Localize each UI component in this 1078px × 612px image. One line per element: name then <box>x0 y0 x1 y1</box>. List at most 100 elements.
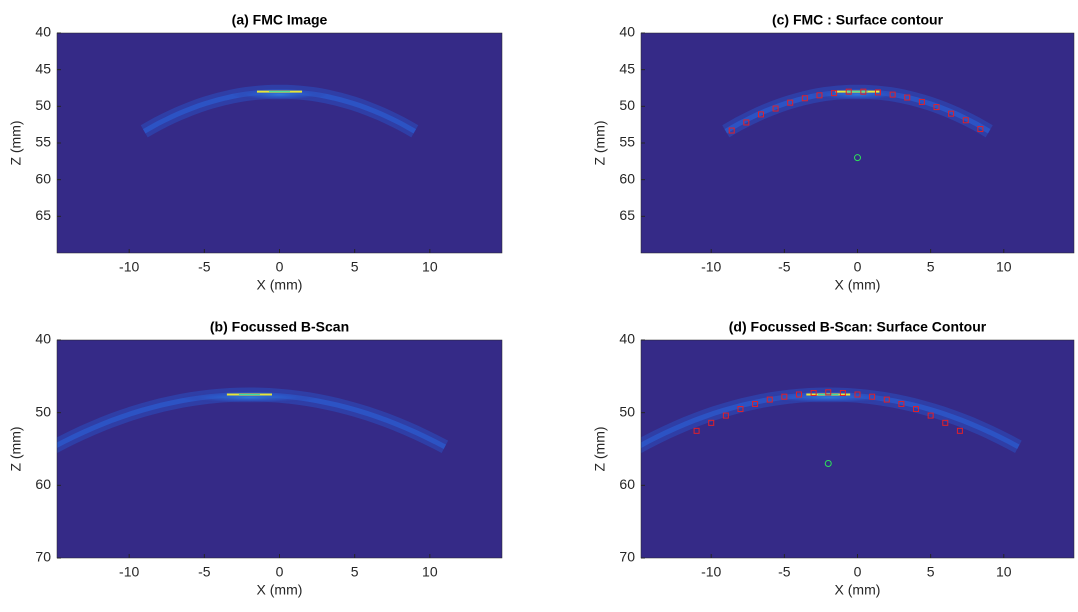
contour-point <box>942 419 949 426</box>
contour-point <box>883 396 890 403</box>
x-tick-label: 10 <box>422 564 438 580</box>
y-tick-label: 70 <box>35 549 51 565</box>
contour-point <box>854 391 861 398</box>
image <box>140 84 419 138</box>
y-tick-label: 60 <box>619 170 635 186</box>
contour-point <box>918 98 925 105</box>
contour-point <box>831 90 838 97</box>
image-background <box>641 33 1074 253</box>
contour-point <box>787 99 794 106</box>
contour-point <box>708 419 715 426</box>
echo-glow <box>181 391 318 404</box>
contour-point <box>810 390 817 397</box>
contour-point <box>766 396 773 403</box>
chart-title: (c) FMC : Surface contour <box>772 12 944 28</box>
x-tick-label: 5 <box>351 259 359 275</box>
y-tick-label: 70 <box>619 549 635 565</box>
x-tick-label: 5 <box>927 564 935 580</box>
contour-point <box>869 393 876 400</box>
contour-point <box>752 400 759 407</box>
contour-point <box>693 427 700 434</box>
contour-point <box>956 427 963 434</box>
contour-point <box>933 104 940 111</box>
image-background <box>57 340 502 558</box>
image-background <box>57 33 502 253</box>
contour-point <box>839 390 846 397</box>
x-tick-label: 5 <box>927 259 935 275</box>
y-axis-label: Z (mm) <box>592 426 608 471</box>
y-tick-label: 65 <box>35 207 51 223</box>
contour-point <box>801 95 808 102</box>
contour-point <box>874 89 881 96</box>
contour-point <box>795 391 802 398</box>
panel: -10 -5 0 5 10 40 45 50 55 60 65 (c) FMC : Surface c… <box>592 12 1075 293</box>
y-tick-label: 40 <box>619 24 635 40</box>
contour-point <box>913 406 920 413</box>
contour-point <box>781 393 788 400</box>
contour-point <box>743 119 750 126</box>
contour-point <box>825 389 832 396</box>
contour-point <box>898 400 905 407</box>
contour-point <box>860 88 867 95</box>
chart-title: (d) Focussed B-Scan: Surface Contour <box>729 319 987 335</box>
x-tick-label: 5 <box>351 564 359 580</box>
x-tick-label: -10 <box>119 259 139 275</box>
x-tick-label: -10 <box>701 259 721 275</box>
chart-title: (a) FMC Image <box>232 12 328 28</box>
y-tick-label: 60 <box>619 476 635 492</box>
echo-glow <box>761 391 895 404</box>
x-tick-label: 0 <box>276 564 284 580</box>
y-tick-label: 50 <box>619 97 635 113</box>
contour-point <box>962 117 969 124</box>
x-axis-label: X (mm) <box>257 277 303 293</box>
x-tick-label: -10 <box>119 564 139 580</box>
x-tick-label: -10 <box>701 564 721 580</box>
y-tick-label: 40 <box>35 24 51 40</box>
y-tick-label: 60 <box>35 170 51 186</box>
contour-point <box>816 92 823 99</box>
y-tick-label: 50 <box>35 97 51 113</box>
contour-point <box>845 88 852 95</box>
contour-point <box>977 126 984 133</box>
x-tick-label: -5 <box>198 259 211 275</box>
x-tick-label: 10 <box>996 564 1012 580</box>
y-axis-label: Z (mm) <box>592 120 608 165</box>
contour-point <box>889 91 896 98</box>
y-tick-label: 65 <box>619 207 635 223</box>
contour-point <box>722 412 729 419</box>
y-tick-label: 40 <box>35 331 51 347</box>
image-background <box>641 340 1074 558</box>
y-tick-label: 50 <box>619 403 635 419</box>
image <box>722 84 993 138</box>
chart-title: (b) Focussed B-Scan <box>210 319 349 335</box>
y-tick-label: 55 <box>35 134 51 150</box>
contour-point <box>737 406 744 413</box>
panel: -10 -5 0 5 10 40 50 60 70 (b) Focussed B-Scan X (m… <box>8 319 503 598</box>
x-axis-label: X (mm) <box>835 277 881 293</box>
panel: -10 -5 0 5 10 40 50 60 70 (d) Focussed B-Scan: Su… <box>592 319 1075 598</box>
echo-glow <box>232 88 327 101</box>
contour-point <box>772 105 779 112</box>
x-tick-label: 10 <box>996 259 1012 275</box>
centre-point <box>854 154 861 162</box>
contour-point <box>927 412 934 419</box>
y-tick-label: 55 <box>619 134 635 150</box>
y-tick-label: 50 <box>35 403 51 419</box>
contour-point <box>904 94 911 101</box>
x-tick-label: 0 <box>276 259 284 275</box>
x-tick-label: 0 <box>854 259 862 275</box>
x-tick-label: -5 <box>778 564 791 580</box>
contour-point <box>728 127 735 134</box>
x-axis-label: X (mm) <box>257 582 303 598</box>
y-tick-label: 40 <box>619 331 635 347</box>
contour-point <box>757 111 764 118</box>
y-axis-label: Z (mm) <box>8 120 24 165</box>
contour-point <box>948 110 955 117</box>
x-tick-label: 0 <box>854 564 862 580</box>
x-tick-label: -5 <box>198 564 211 580</box>
centre-point <box>824 460 832 468</box>
image <box>57 387 449 454</box>
y-tick-label: 45 <box>35 60 51 76</box>
y-tick-label: 45 <box>619 60 635 76</box>
